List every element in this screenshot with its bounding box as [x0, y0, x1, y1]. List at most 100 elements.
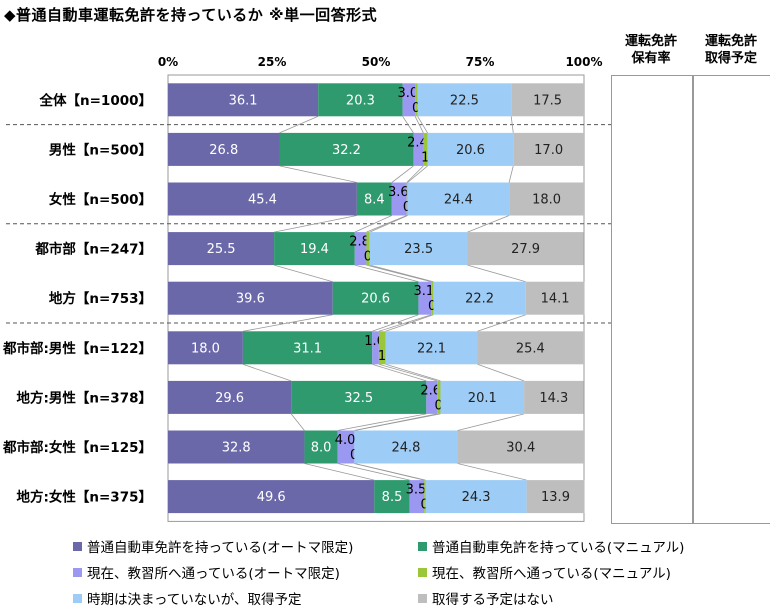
legend-item-s5: 時期は決まっていないが、取得予定	[73, 588, 302, 608]
category-label: 男性【n=500】	[49, 141, 152, 158]
bar-segment	[337, 430, 355, 464]
side-box-ownership	[611, 75, 693, 524]
category-label: 都市部:女性【n=125】	[2, 439, 152, 456]
data-label: 8.5	[382, 490, 403, 505]
legend-item-s6: 取得する予定はない	[418, 588, 554, 608]
side-header-ownership: 運転免許 保有率	[611, 33, 691, 67]
bar-segment	[168, 83, 319, 117]
connector-line	[369, 264, 434, 283]
bar-segment	[374, 480, 410, 514]
legend-label-s4: 現在、教習所へ通っている(マニュアル)	[432, 566, 671, 582]
bar-segment	[431, 281, 434, 315]
data-label: 13.9	[541, 490, 570, 505]
connector-line	[337, 413, 427, 431]
connector-line	[391, 165, 414, 183]
data-label: 18.0	[191, 341, 220, 356]
connector-line	[378, 363, 438, 382]
data-label: 3.5	[406, 483, 427, 498]
category-label: 都市部:男性【n=122】	[2, 340, 152, 357]
legend-swatch-s2	[418, 541, 427, 551]
connector-line	[508, 165, 514, 183]
bar-segment	[391, 182, 407, 216]
data-label: 3.1	[414, 284, 435, 299]
connector-line	[372, 314, 419, 332]
category-label: 地方:男性【n=378】	[16, 389, 152, 406]
bar-segment	[406, 182, 408, 216]
data-label: 49.6	[257, 490, 286, 505]
data-label: 20.6	[456, 143, 485, 158]
connector-line	[457, 413, 525, 431]
connector-line	[378, 314, 432, 332]
data-label: 17.0	[534, 143, 563, 158]
data-label: 17.5	[533, 93, 562, 108]
bar-segment	[413, 132, 424, 166]
side-header-plan-line1: 運転免許	[704, 34, 757, 49]
data-label: 29.6	[215, 391, 244, 406]
connector-line	[279, 165, 357, 183]
legend-label-s6: 取得する予定はない	[432, 592, 554, 608]
bar-segment	[366, 232, 370, 266]
connector-line	[369, 215, 408, 233]
bar-segment	[407, 182, 510, 216]
legend-item-s1: 普通自動車免許を持っている(オートマ限定)	[73, 536, 353, 556]
bar-segment	[372, 331, 379, 365]
data-label: 24.4	[444, 193, 473, 208]
bar-segment	[274, 232, 355, 266]
legend-label-s1: 普通自動車免許を持っている(オートマ限定)	[87, 540, 354, 556]
legend-swatch-s3	[73, 567, 82, 577]
data-label: 32.8	[222, 441, 251, 456]
data-label: 2.4	[407, 135, 428, 150]
legend-item-s4: 現在、教習所へ通っている(マニュアル)	[418, 562, 671, 582]
data-label: 22.2	[465, 292, 494, 307]
legend-label-s3: 現在、教習所へ通っている(オートマ限定)	[87, 566, 340, 582]
bar-segment	[168, 380, 292, 414]
data-label: 20.1	[468, 391, 497, 406]
data-label: 2.8	[349, 235, 370, 250]
data-label: 22.5	[450, 93, 479, 108]
bar-segment	[168, 232, 275, 266]
connector-line	[385, 314, 434, 332]
bar-segment	[426, 380, 438, 414]
data-label: 14.3	[539, 391, 568, 406]
connector-line	[366, 215, 407, 233]
connector-line	[290, 413, 305, 431]
bar-segment	[409, 480, 425, 514]
data-label: 36.1	[229, 93, 258, 108]
bar-segment	[437, 380, 441, 414]
bar-segment	[356, 182, 392, 216]
data-label: 20.6	[361, 292, 390, 307]
data-label: 32.2	[332, 143, 361, 158]
connector-line	[304, 463, 375, 481]
category-label: 全体【n=1000】	[39, 92, 153, 109]
connector-line	[417, 116, 428, 134]
bar-segment	[525, 281, 585, 315]
bar-segment	[524, 380, 584, 414]
bar-segment	[369, 232, 468, 266]
connector-line	[354, 463, 426, 481]
legend-label-s5: 時期は決まっていないが、取得予定	[87, 592, 302, 608]
bar-segment	[304, 430, 338, 464]
category-label: 地方【n=753】	[49, 290, 152, 307]
bar-segment	[168, 132, 280, 166]
data-label: 3.6	[388, 185, 409, 200]
category-label: 都市部【n=247】	[34, 241, 152, 258]
connector-line	[406, 165, 424, 183]
legend-swatch-s1	[73, 541, 82, 551]
bar-segment	[402, 83, 416, 117]
x-tick-label: 100%	[565, 55, 602, 69]
category-label: 地方:女性【n=375】	[16, 489, 152, 506]
connector-line	[385, 363, 441, 382]
legend-item-s2: 普通自動車免許を持っている(マニュアル)	[418, 536, 684, 556]
legend-swatch-s5	[73, 593, 82, 603]
bar-segment	[457, 430, 584, 464]
bar-segment	[509, 182, 584, 216]
connector-line	[354, 215, 392, 233]
bar-segment	[168, 430, 305, 464]
bar-segment	[423, 132, 428, 166]
legend-swatch-s6	[418, 593, 427, 603]
legend-item-s3: 現在、教習所へ通っている(オートマ限定)	[73, 562, 340, 582]
connector-line	[354, 413, 441, 431]
data-label: 24.8	[391, 441, 420, 456]
connector-line	[402, 116, 414, 134]
bar-segment	[526, 480, 585, 514]
